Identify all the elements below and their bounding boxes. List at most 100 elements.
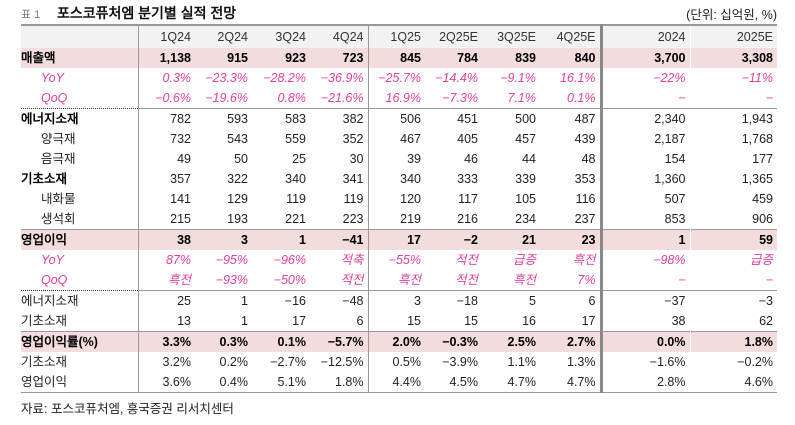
column-header: 4Q25E <box>540 25 603 48</box>
row-label: 음극재 <box>21 149 139 169</box>
table-cell: 21 <box>482 229 540 250</box>
table-cell: 46 <box>464 152 478 166</box>
table-cell: 3.3% <box>138 331 195 352</box>
table-cell: −25.7% <box>378 71 421 85</box>
table-row: 매출액 1,138 915 923 723 845 784 839 840 3,700 3,308 <box>21 48 777 68</box>
column-header: 3Q24 <box>252 25 310 48</box>
table-cell: −37 <box>601 290 691 311</box>
table-cell: −7.3% <box>425 88 482 109</box>
table-cell: 38 <box>138 229 195 250</box>
table-cell: − <box>601 270 691 291</box>
table-cell: 0.1% <box>252 331 310 352</box>
table-row: 에너지소재 782 593 583 382 506 451 500 487 2,340 1,943 <box>21 108 777 129</box>
table-cell: 1 <box>241 314 248 328</box>
table-cell: 7.1% <box>482 88 540 109</box>
table-cell: 15 <box>464 314 478 328</box>
table-cell: 583 <box>285 112 306 126</box>
table-cell: 0.1% <box>540 88 603 109</box>
table-cell: 3.6% <box>138 372 195 393</box>
table-cell: 1.1% <box>507 355 537 369</box>
table-cell: 0.2% <box>219 355 249 369</box>
table-cell: 3.2% <box>162 355 192 369</box>
table-cell: −9.1% <box>500 71 536 85</box>
table-cell: 2,187 <box>601 129 691 149</box>
table-cell: 353 <box>540 169 603 189</box>
table-cell: 839 <box>482 48 540 68</box>
header-blank <box>21 25 139 48</box>
table-cell: −96% <box>273 253 306 267</box>
table-cell: 16 <box>522 314 536 328</box>
table-cell: 223 <box>310 209 369 230</box>
table-cell: 39 <box>407 152 421 166</box>
table-cell: 2,340 <box>601 108 691 129</box>
table-row: 기초소재 3.2% 0.2% −2.7% −12.5% 0.5% −3.9% 1.1% 1.3%… <box>21 352 777 372</box>
row-label: 생석회 <box>21 209 139 230</box>
table-row: 에너지소재 25 1 −16 −48 3 −18 5 6 −37 −3 <box>21 290 777 311</box>
table-cell: 1 <box>252 229 310 250</box>
table-cell: 119 <box>286 192 306 206</box>
table-cell: 16.9% <box>368 88 425 109</box>
table-cell: 흑전 <box>138 270 195 291</box>
table-cell: 845 <box>368 48 425 68</box>
row-label: 영업이익률(%) <box>21 331 139 352</box>
row-label: 에너지소재 <box>21 108 139 129</box>
table-cell: 339 <box>515 172 536 186</box>
table-cell: −0.6% <box>138 88 195 109</box>
row-label: 기초소재 <box>21 352 139 372</box>
table-cell: 4.7% <box>540 372 603 393</box>
table-cell: 25 <box>292 152 306 166</box>
table-cell: −0.2% <box>737 355 773 369</box>
table-row: YoY 87% −95% −96% 적축 −55% 적전 급증 흑전 −98% 급증 <box>21 250 777 270</box>
row-label: 양극재 <box>21 129 139 149</box>
table-cell: 906 <box>752 212 773 226</box>
table-cell: 457 <box>515 132 536 146</box>
table-cell: 215 <box>170 212 191 226</box>
table-cell: −95% <box>215 253 248 267</box>
table-cell: 2.5% <box>482 331 540 352</box>
table-cell: 117 <box>458 192 478 206</box>
table-cell: −98% <box>601 250 691 270</box>
table-cell: 177 <box>752 152 773 166</box>
table-cell: 234 <box>515 212 536 226</box>
table-number: 표 1 <box>21 9 41 21</box>
column-header: 2Q24 <box>195 25 252 48</box>
table-cell: 915 <box>195 48 252 68</box>
table-cell: 적전 <box>454 253 478 267</box>
table-cell: 340 <box>285 172 306 186</box>
table-cell: 2.7% <box>540 331 603 352</box>
table-cell: 559 <box>285 132 306 146</box>
table-cell: −3 <box>758 294 773 308</box>
row-label: 에너지소재 <box>21 290 139 311</box>
row-label: 영업이익 <box>21 229 139 250</box>
table-cell: 3 <box>414 294 421 308</box>
table-cell: 405 <box>457 132 478 146</box>
table-cell: −19.6% <box>195 88 252 109</box>
table-cell: −12.5% <box>310 352 369 372</box>
table-cell: 2.0% <box>368 331 425 352</box>
unit-label: (단위: 십억원, %) <box>686 8 777 22</box>
table-cell: 50 <box>234 152 248 166</box>
table-cell: −1.6% <box>601 352 691 372</box>
table-cell: 221 <box>285 212 306 226</box>
table-row: 내화물 141 129 119 119 120 117 105 116 507 459 <box>21 189 777 209</box>
column-header: 1Q25 <box>368 25 425 48</box>
table-row: 영업이익 3.6% 0.4% 5.1% 1.8% 4.4% 4.5% 4.7% 4.7% 2.8%… <box>21 372 777 393</box>
table-cell: 적전 <box>425 270 482 291</box>
table-row: 음극재 49 50 25 30 39 46 44 48 154 177 <box>21 149 777 169</box>
table-cell: 23 <box>540 229 603 250</box>
table-row: 영업이익률(%) 3.3% 0.3% 0.1% −5.7% 2.0% −0.3% 2.5% 2.… <box>21 331 777 352</box>
source-note: 자료: 포스코퓨처엠, 흥국증권 리서치센터 <box>21 402 234 416</box>
table-cell: 129 <box>227 192 248 206</box>
row-label: QoQ <box>21 88 139 109</box>
table-cell: 급증 <box>749 253 773 267</box>
table-cell: 59 <box>690 229 777 250</box>
table-cell: 500 <box>515 112 536 126</box>
table-cell: −3.9% <box>442 355 478 369</box>
row-label: 매출액 <box>21 48 139 68</box>
table-cell: 44 <box>522 152 536 166</box>
table-cell: 13 <box>177 314 191 328</box>
table-cell: −93% <box>195 270 252 291</box>
table-cell: 1.8% <box>690 331 777 352</box>
table-cell: 5 <box>529 294 536 308</box>
table-cell: 1,365 <box>741 172 773 186</box>
